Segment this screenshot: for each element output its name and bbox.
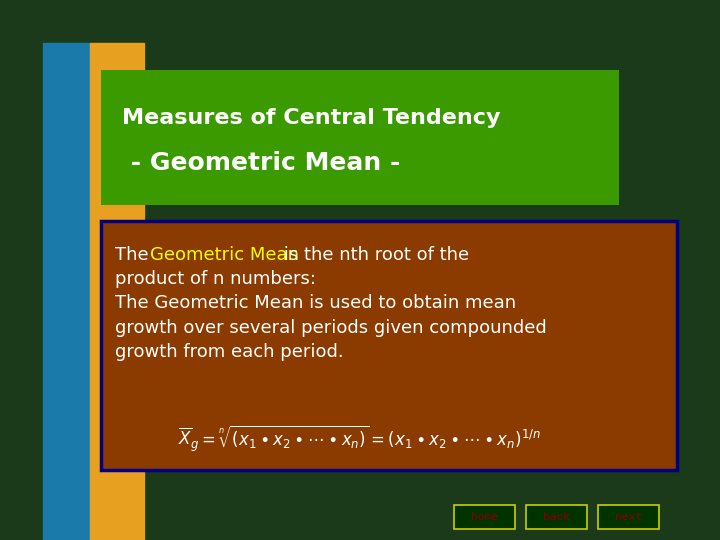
Bar xyxy=(43,43,90,540)
Text: Measures of Central Tendency: Measures of Central Tendency xyxy=(122,108,501,128)
Bar xyxy=(90,43,144,540)
Text: $\overline{X}_g = \sqrt[n]{(x_1 \bullet x_2 \bullet\cdots \bullet x_n)} = (x_1 \: $\overline{X}_g = \sqrt[n]{(x_1 \bullet … xyxy=(179,424,541,454)
FancyBboxPatch shape xyxy=(101,70,619,205)
FancyBboxPatch shape xyxy=(454,505,515,529)
FancyBboxPatch shape xyxy=(101,221,677,470)
Text: Geometric Mean: Geometric Mean xyxy=(150,246,299,264)
Text: growth over several periods given compounded: growth over several periods given compou… xyxy=(115,319,547,336)
Text: The: The xyxy=(115,246,155,264)
Text: back: back xyxy=(543,512,570,522)
Text: next: next xyxy=(615,512,642,522)
Text: product of n numbers:: product of n numbers: xyxy=(115,270,316,288)
Text: The Geometric Mean is used to obtain mean: The Geometric Mean is used to obtain mea… xyxy=(115,294,516,312)
FancyBboxPatch shape xyxy=(526,505,587,529)
Text: home: home xyxy=(471,512,498,522)
Text: is the nth root of the: is the nth root of the xyxy=(278,246,469,264)
Text: - Geometric Mean -: - Geometric Mean - xyxy=(122,151,401,175)
FancyBboxPatch shape xyxy=(598,505,659,529)
Text: growth from each period.: growth from each period. xyxy=(115,343,344,361)
